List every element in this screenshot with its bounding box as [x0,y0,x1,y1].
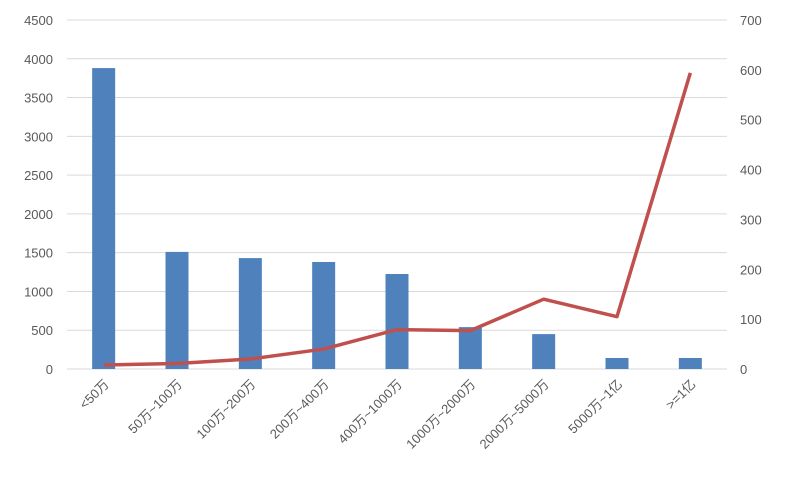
bar [606,358,629,369]
x-tick-label: 50万~100万 [125,377,185,437]
bar [239,258,262,369]
y-left-tick-label: 1500 [24,246,53,261]
bar [459,327,482,369]
bar [532,334,555,369]
bar [679,358,702,369]
y-left-tick-label: 3500 [24,91,53,106]
y-right-tick-label: 100 [740,312,762,327]
y-right-tick-label: 500 [740,113,762,128]
bar [312,262,335,369]
y-left-tick-label: 1000 [24,284,53,299]
x-tick-label: 5000万~1亿 [565,377,625,437]
y-left-tick-label: 0 [46,362,53,377]
bar [92,68,115,369]
x-tick-label: 200万~400万 [267,377,332,442]
x-tick-label: 1000万~2000万 [403,377,478,452]
y-right-tick-label: 700 [740,13,762,28]
y-left-tick-label: 4500 [24,13,53,28]
y-right-tick-label: 400 [740,163,762,178]
x-tick-label: 100万~200万 [193,377,258,442]
y-right-tick-label: 600 [740,63,762,78]
y-left-tick-label: 2500 [24,168,53,183]
x-tick-label: <50万 [76,377,111,412]
y-left-tick-label: 3000 [24,129,53,144]
bar [166,252,189,369]
x-tick-label: 400万~1000万 [335,377,405,447]
y-right-tick-label: 300 [740,212,762,227]
y-left-tick-label: 2000 [24,207,53,222]
bar [386,274,409,369]
y-right-tick-label: 0 [740,362,747,377]
x-tick-label: >=1亿 [663,377,699,413]
y-left-tick-label: 4000 [24,52,53,67]
x-tick-label: 2000万~5000万 [477,377,552,452]
y-right-tick-label: 200 [740,262,762,277]
y-left-tick-label: 500 [31,323,53,338]
